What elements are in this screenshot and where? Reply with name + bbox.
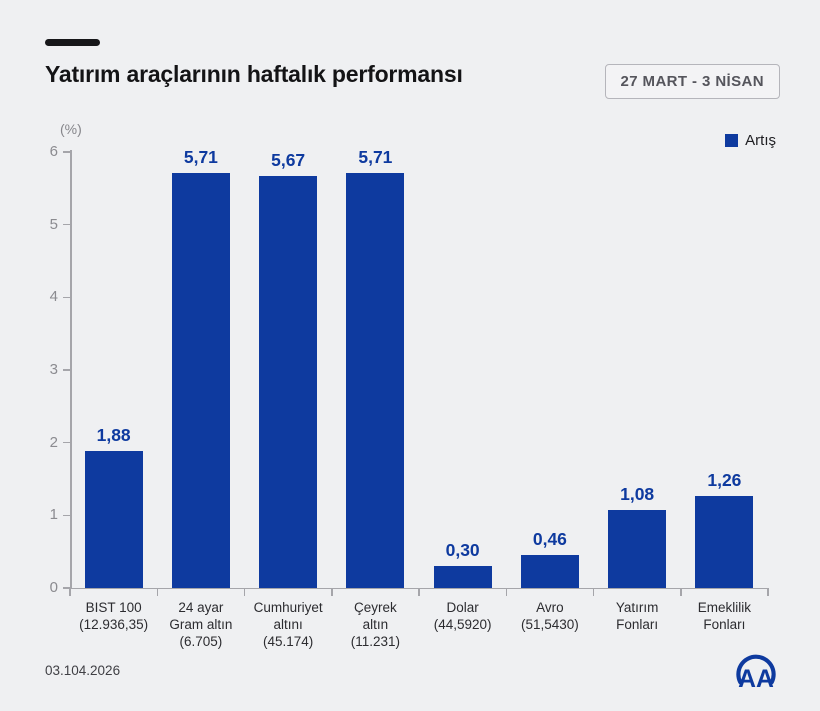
legend-swatch-icon — [725, 134, 739, 147]
date-range-badge: 27 MART - 3 NİSAN — [604, 64, 780, 99]
category-label: Avro (51,5430) — [506, 599, 593, 633]
x-axis-tick — [243, 588, 246, 596]
legend-label: Artış — [745, 132, 776, 149]
category-label-line: Çeyrek — [353, 600, 397, 615]
category-label: Yatırım Fonları — [594, 599, 681, 633]
y-axis-tick-label: 4 — [49, 288, 58, 306]
x-axis-tick — [505, 588, 507, 596]
bar-value-label: 0,46 — [532, 528, 567, 549]
y-axis-tick — [63, 151, 70, 153]
x-axis-tick — [767, 588, 769, 596]
category-label-line: (6.705) — [179, 634, 223, 649]
y-axis-tick — [63, 296, 70, 299]
category-label-line: Yatırım — [615, 600, 659, 615]
category-label: 24 ayar Gram altın (6.705) — [157, 599, 244, 650]
aa-agency-logo-icon: AA — [736, 654, 776, 693]
y-axis-tick — [63, 369, 70, 371]
x-axis-tick — [418, 588, 420, 596]
bar-chart: 0 1 2 3 4 5 6 1,88 BIST 100 (12.936,35) 5,71 24 aya… — [50, 143, 769, 649]
y-axis-tick — [63, 223, 70, 226]
y-axis-tick-label: 1 — [49, 506, 58, 524]
category-label-line: (51,5430) — [520, 617, 579, 632]
bar-8 — [695, 496, 754, 588]
y-axis-tick-label: 0 — [49, 579, 58, 596]
category-label-line: Cumhuriyet — [253, 600, 323, 615]
category-label-line: Dolar — [446, 600, 479, 615]
y-axis-tick-label: 3 — [49, 361, 58, 378]
bar-7 — [608, 509, 667, 588]
bar-value-label: 5,71 — [358, 147, 393, 168]
category-label-line: Fonları — [616, 617, 659, 632]
category-label: Çeyrek altın (11.231) — [332, 599, 419, 650]
category-label-line: Avro — [536, 600, 564, 615]
aa-logo-text: AA — [738, 666, 774, 693]
y-axis-unit-label: (%) — [60, 121, 82, 137]
y-axis-tick-label: 5 — [49, 215, 58, 233]
bar-value-label: 1,88 — [96, 425, 131, 446]
category-label-line: BIST 100 — [85, 600, 142, 615]
category-label-line: (45.174) — [262, 634, 314, 649]
bar-3 — [259, 175, 318, 588]
category-label: BIST 100 (12.936,35) — [70, 599, 157, 633]
bar-5 — [433, 566, 492, 588]
bar-value-label: 0,30 — [445, 540, 480, 561]
bar-value-label: 1,08 — [620, 483, 655, 504]
y-axis-tick — [63, 514, 70, 517]
page-title: Yatırım araçlarının haftalık performansı — [45, 61, 463, 87]
category-label-line: (12.936,35) — [79, 617, 149, 632]
category-label-line: Emeklilik — [697, 600, 751, 615]
bar-2 — [171, 173, 230, 588]
category-label-line: Fonları — [703, 617, 746, 632]
y-axis-tick-label: 6 — [49, 143, 58, 160]
y-axis-tick-label: 2 — [49, 433, 58, 451]
category-label-line: 24 ayar — [178, 600, 224, 615]
x-axis-tick — [156, 588, 158, 596]
y-axis-tick — [63, 441, 70, 444]
bar-value-label: 1,26 — [707, 470, 742, 491]
y-axis-line — [70, 150, 72, 588]
bar-value-label: 5,67 — [271, 149, 306, 170]
category-label-line: altını — [273, 617, 303, 632]
category-label: Cumhuriyet altını (45.174) — [245, 599, 332, 650]
footer-date: 03.104.2026 — [45, 663, 121, 678]
category-label-line: (44,5920) — [433, 617, 492, 632]
category-label-line: (11.231) — [350, 634, 401, 649]
x-axis-tick — [680, 588, 682, 596]
bar-6 — [520, 554, 579, 588]
y-axis-tick — [63, 587, 70, 589]
x-axis-tick — [592, 588, 595, 596]
legend: Artış — [725, 132, 776, 149]
category-label-line: altın — [362, 617, 389, 632]
bar-4 — [346, 173, 405, 588]
x-axis-tick — [69, 588, 71, 596]
category-label-line: Gram altın — [169, 617, 233, 632]
x-axis-tick — [331, 588, 333, 596]
category-label: Emeklilik Fonları — [681, 599, 768, 633]
top-dash-decoration — [45, 39, 100, 46]
bar-1 — [84, 451, 143, 588]
bar-value-label: 5,71 — [183, 147, 218, 168]
category-label: Dolar (44,5920) — [419, 599, 506, 633]
